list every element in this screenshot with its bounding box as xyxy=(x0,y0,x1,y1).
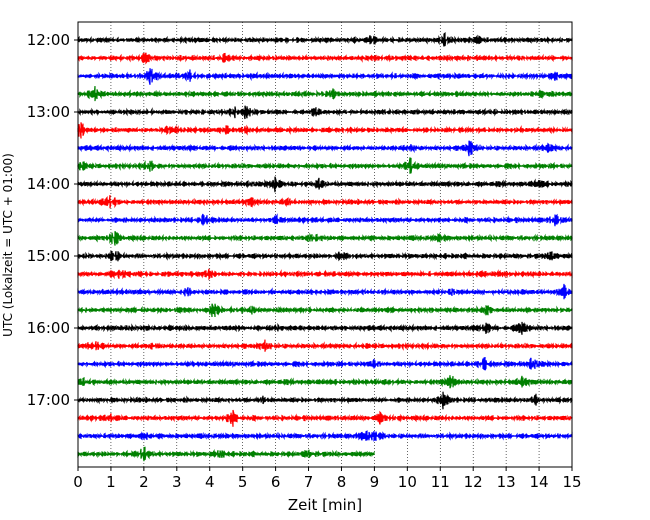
seismogram-trace xyxy=(77,213,573,227)
x-tick-label: 12 xyxy=(464,473,483,491)
seismogram-trace xyxy=(77,303,573,318)
seismogram-trace xyxy=(77,409,573,427)
grid-lines xyxy=(110,22,540,467)
seismogram-trace xyxy=(77,250,573,262)
x-tick-label: 3 xyxy=(172,473,182,491)
y-tick-label: 13:00 xyxy=(27,103,70,121)
seismogram-trace xyxy=(77,195,573,209)
seismogram-trace xyxy=(77,375,573,389)
seismogram-trace xyxy=(77,283,573,300)
seismogram-trace xyxy=(77,105,573,120)
x-tick-label: 1 xyxy=(106,473,116,491)
trace-layer xyxy=(77,32,573,462)
seismogram-trace xyxy=(77,446,375,462)
x-tick-label: 11 xyxy=(431,473,450,491)
x-tick-label: 9 xyxy=(370,473,380,491)
seismogram-trace xyxy=(77,391,573,410)
y-axis-label: UTC (Lokalzeit = UTC + 01:00) xyxy=(1,153,15,337)
x-axis-label: Zeit [min] xyxy=(288,496,362,514)
seismogram-trace xyxy=(77,339,573,352)
seismogram-trace xyxy=(77,176,573,193)
y-tick-label: 17:00 xyxy=(27,391,70,409)
seismogram-trace xyxy=(77,68,573,85)
seismogram-trace xyxy=(77,356,573,371)
x-tick-label: 10 xyxy=(398,473,417,491)
seismogram-trace xyxy=(77,122,573,139)
x-tick-label: 0 xyxy=(73,473,83,491)
y-tick-label: 15:00 xyxy=(27,247,70,265)
y-tick-label: 16:00 xyxy=(27,319,70,337)
seismogram-trace xyxy=(77,86,573,102)
x-tick-label: 4 xyxy=(205,473,215,491)
x-tick-label: 6 xyxy=(271,473,281,491)
y-ticks: 12:00 13:00 14:00 15:00 16:00 17:00 xyxy=(27,31,78,409)
plot-frame xyxy=(77,21,573,468)
x-ticks: 0 1 2 3 4 5 6 7 8 9 10 11 12 13 14 15 xyxy=(73,467,582,491)
x-tick-label: 8 xyxy=(337,473,347,491)
seismogram-trace xyxy=(77,268,573,281)
x-tick-label: 5 xyxy=(238,473,248,491)
x-tick-label: 2 xyxy=(139,473,149,491)
x-tick-label: 13 xyxy=(497,473,516,491)
seismogram-trace xyxy=(77,157,573,174)
y-tick-label: 12:00 xyxy=(27,31,70,49)
x-tick-label: 14 xyxy=(530,473,549,491)
x-tick-label: 7 xyxy=(304,473,314,491)
seismogram-trace xyxy=(77,230,573,246)
seismogram-trace xyxy=(77,140,573,157)
seismogram-trace xyxy=(77,32,573,47)
x-tick-label: 15 xyxy=(562,473,581,491)
seismogram-trace xyxy=(77,52,573,65)
seismogram-trace xyxy=(77,321,573,335)
seismogram-trace xyxy=(77,430,573,442)
y-tick-label: 14:00 xyxy=(27,175,70,193)
